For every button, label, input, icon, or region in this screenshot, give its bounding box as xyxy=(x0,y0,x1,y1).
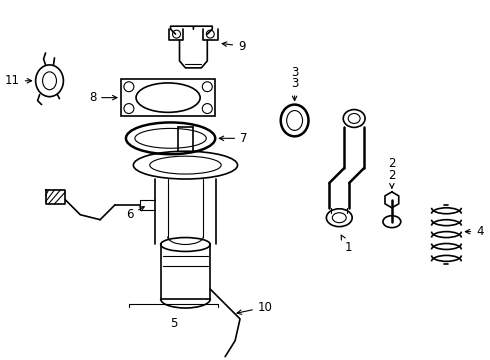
Text: 5: 5 xyxy=(170,317,177,330)
Bar xyxy=(121,79,215,117)
Text: 9: 9 xyxy=(222,40,245,53)
Text: 10: 10 xyxy=(237,301,273,314)
Text: 2: 2 xyxy=(388,168,395,188)
Text: 2: 2 xyxy=(388,157,395,170)
Text: 1: 1 xyxy=(341,235,352,254)
Text: 6: 6 xyxy=(126,207,144,221)
Text: 7: 7 xyxy=(219,132,247,145)
Text: 3: 3 xyxy=(291,77,298,100)
Text: 11: 11 xyxy=(5,74,32,87)
Text: 4: 4 xyxy=(466,225,484,238)
Text: 8: 8 xyxy=(89,91,117,104)
Text: 3: 3 xyxy=(291,66,298,79)
